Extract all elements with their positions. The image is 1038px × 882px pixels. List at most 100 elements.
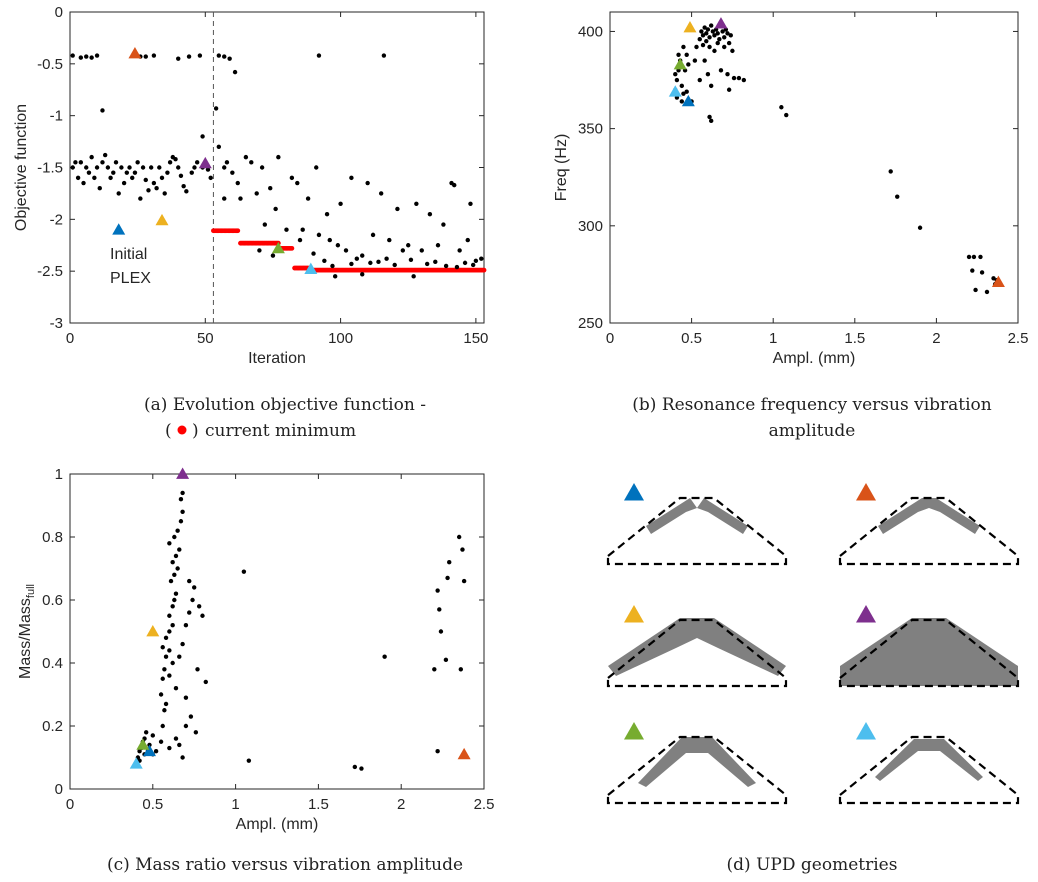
- data-point: [168, 578, 174, 584]
- data-point: [153, 749, 159, 754]
- data-point: [135, 160, 140, 165]
- data-point: [895, 194, 900, 199]
- caption-a-line1: (a) Evolution objective function -: [144, 395, 426, 415]
- data-point: [175, 566, 180, 571]
- data-point: [354, 256, 360, 261]
- cyan-marker: [304, 262, 318, 274]
- x-tick-label: 2: [932, 330, 940, 347]
- data-point: [167, 613, 172, 618]
- data-point: [173, 736, 179, 741]
- data-point: [708, 118, 714, 124]
- data-point: [268, 186, 273, 191]
- caption-b-line2: amplitude: [769, 421, 856, 441]
- data-point: [100, 108, 105, 113]
- data-point: [173, 157, 178, 162]
- x-axis-label: Iteration: [248, 350, 306, 367]
- purple-marker: [198, 156, 212, 169]
- green-marker: [136, 738, 150, 750]
- data-point: [717, 37, 722, 42]
- plot-area-frame: [69, 473, 485, 790]
- data-point: [700, 42, 706, 48]
- geometry-fill: [646, 498, 748, 534]
- data-point: [686, 62, 691, 67]
- data-point: [382, 654, 387, 659]
- x-tick-label: 0: [66, 796, 74, 813]
- geometry-outline: [838, 618, 1020, 688]
- data-point: [697, 37, 702, 42]
- data-point: [73, 160, 78, 165]
- data-point: [708, 83, 714, 89]
- geometry-orange: [838, 483, 1020, 566]
- data-point: [327, 237, 332, 243]
- data-point: [381, 53, 387, 58]
- x-tick-label: 0: [66, 330, 74, 347]
- data-point: [447, 560, 452, 565]
- data-point: [158, 739, 164, 744]
- green-marker: [673, 57, 687, 70]
- data-point: [458, 667, 464, 672]
- data-point: [177, 742, 182, 748]
- data-point: [89, 55, 94, 60]
- data-point: [457, 248, 462, 253]
- y-axis-label: Mass/Massfull: [17, 584, 37, 679]
- data-point: [365, 180, 370, 186]
- caption-b-line1: (b) Resonance frequency versus vibration: [632, 395, 992, 415]
- data-point: [78, 160, 84, 165]
- data-point: [441, 222, 446, 227]
- data-point: [971, 254, 977, 260]
- data-point: [203, 679, 208, 685]
- data-point: [991, 276, 996, 281]
- y-tick-label: -1: [50, 108, 63, 125]
- orange-marker: [856, 483, 876, 501]
- data-point: [359, 766, 364, 771]
- data-point: [984, 289, 990, 295]
- data-point: [170, 623, 175, 628]
- data-point: [176, 56, 181, 61]
- data-point: [105, 165, 111, 170]
- data-point: [116, 191, 121, 196]
- data-point: [368, 260, 373, 266]
- data-point: [160, 676, 165, 681]
- geometry-outline: [838, 496, 1020, 566]
- data-point: [460, 547, 465, 552]
- y-axis-label: Freq (Hz): [553, 134, 570, 202]
- caption-a-paren-close: ): [192, 421, 199, 441]
- data-point: [435, 588, 440, 593]
- data-point: [679, 83, 685, 89]
- data-point: [360, 272, 365, 277]
- data-point: [784, 112, 789, 118]
- x-axis-label: Ampl. (mm): [236, 816, 319, 833]
- data-point: [979, 270, 985, 275]
- data-point: [172, 572, 177, 577]
- data-point: [180, 490, 185, 496]
- y-tick-label: 1: [55, 466, 63, 483]
- data-point: [284, 227, 289, 232]
- geometry-outline: [606, 496, 788, 566]
- data-point: [177, 654, 182, 659]
- data-point: [681, 44, 686, 50]
- geometry-purple: [838, 605, 1020, 688]
- y-tick-label: 0.8: [42, 529, 63, 546]
- data-point: [75, 175, 81, 181]
- geometry-fill: [638, 737, 756, 787]
- y-tick-label: 0: [55, 4, 63, 21]
- data-point: [148, 165, 154, 170]
- x-tick-label: 0: [606, 330, 614, 347]
- data-point: [427, 211, 433, 217]
- data-point: [180, 641, 185, 647]
- data-point: [411, 274, 416, 279]
- data-point: [160, 645, 165, 650]
- data-point: [254, 191, 259, 196]
- current-minimum-point: [235, 228, 241, 234]
- data-point: [78, 55, 84, 60]
- data-point: [437, 607, 442, 612]
- orange-marker: [128, 46, 142, 59]
- geometry-green: [606, 722, 788, 805]
- data-point: [176, 165, 181, 170]
- data-point: [97, 186, 102, 191]
- data-point: [305, 196, 311, 201]
- data-point: [143, 177, 148, 183]
- data-point: [314, 165, 319, 170]
- data-point: [462, 260, 468, 266]
